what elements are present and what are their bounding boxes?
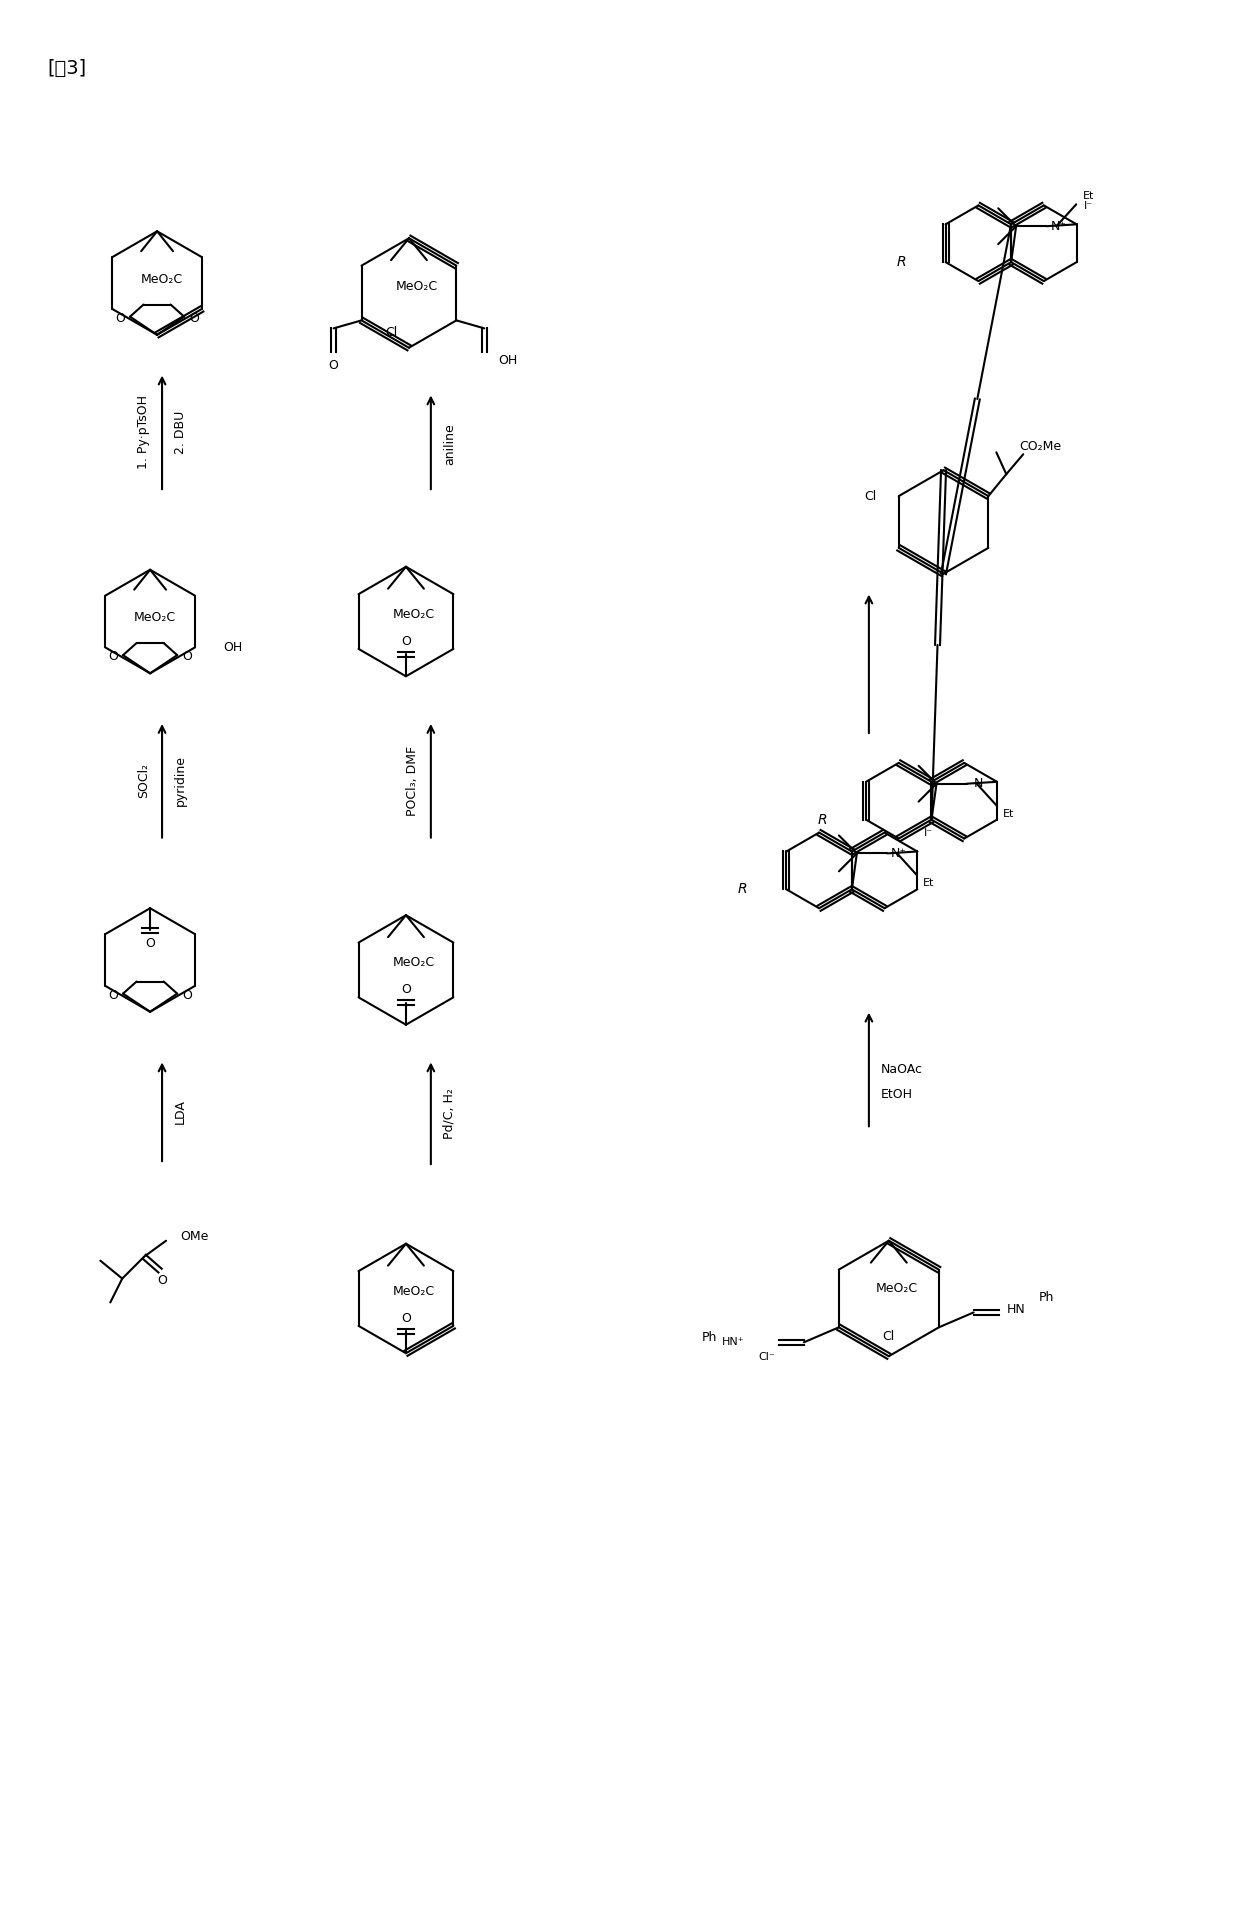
Text: Cl: Cl (384, 327, 397, 338)
Text: Ph: Ph (702, 1331, 717, 1344)
Text: O: O (108, 988, 118, 1002)
Text: HN: HN (1007, 1304, 1025, 1315)
Text: pyridine: pyridine (174, 756, 187, 806)
Text: 2. DBU: 2. DBU (174, 412, 187, 454)
Text: R: R (897, 256, 906, 269)
Text: O: O (401, 1311, 410, 1325)
Text: MeO₂C: MeO₂C (393, 608, 435, 621)
Text: I⁻: I⁻ (924, 829, 934, 838)
Text: R: R (817, 813, 827, 827)
Text: POCl₃, DMF: POCl₃, DMF (405, 746, 419, 815)
Text: O: O (190, 312, 200, 325)
Text: N: N (975, 777, 983, 790)
Text: OH: OH (223, 640, 242, 654)
Text: MeO₂C: MeO₂C (141, 273, 184, 287)
Text: CO₂Me: CO₂Me (1019, 440, 1061, 452)
Text: Et: Et (924, 879, 935, 888)
Text: Et: Et (1003, 808, 1014, 819)
Text: MeO₂C: MeO₂C (134, 612, 176, 625)
Text: SOCl₂: SOCl₂ (138, 763, 150, 798)
Text: O: O (145, 937, 155, 950)
Text: EtOH: EtOH (880, 1088, 913, 1100)
Text: MeO₂C: MeO₂C (393, 1285, 435, 1298)
Text: Et: Et (1083, 192, 1094, 202)
Text: OH: OH (498, 354, 517, 367)
Text: LDA: LDA (174, 1098, 187, 1123)
Text: N⁺: N⁺ (892, 846, 908, 860)
Text: Ph: Ph (1038, 1290, 1054, 1304)
Text: MeO₂C: MeO₂C (875, 1283, 918, 1294)
Text: NaOAc: NaOAc (880, 1063, 923, 1077)
Text: [도3]: [도3] (47, 60, 87, 79)
Text: O: O (182, 650, 192, 663)
Text: Cl⁻: Cl⁻ (759, 1352, 775, 1361)
Text: 1. Py·pTsOH: 1. Py·pTsOH (138, 396, 150, 469)
Text: OMe: OMe (180, 1231, 208, 1244)
Text: MeO₂C: MeO₂C (393, 956, 435, 969)
Text: HN⁺: HN⁺ (722, 1336, 744, 1348)
Text: R: R (738, 883, 748, 896)
Text: O: O (115, 312, 125, 325)
Text: N⁺: N⁺ (1050, 219, 1066, 233)
Text: aniline: aniline (443, 423, 456, 465)
Text: I⁻: I⁻ (1084, 202, 1092, 212)
Text: O: O (329, 360, 339, 371)
Text: O: O (401, 983, 410, 996)
Text: O: O (157, 1275, 167, 1286)
Text: O: O (182, 988, 192, 1002)
Text: Cl: Cl (883, 1331, 895, 1342)
Text: MeO₂C: MeO₂C (396, 279, 438, 292)
Text: Cl: Cl (864, 490, 877, 502)
Text: Pd/C, H₂: Pd/C, H₂ (443, 1088, 456, 1138)
Text: O: O (401, 635, 410, 648)
Text: O: O (108, 650, 118, 663)
